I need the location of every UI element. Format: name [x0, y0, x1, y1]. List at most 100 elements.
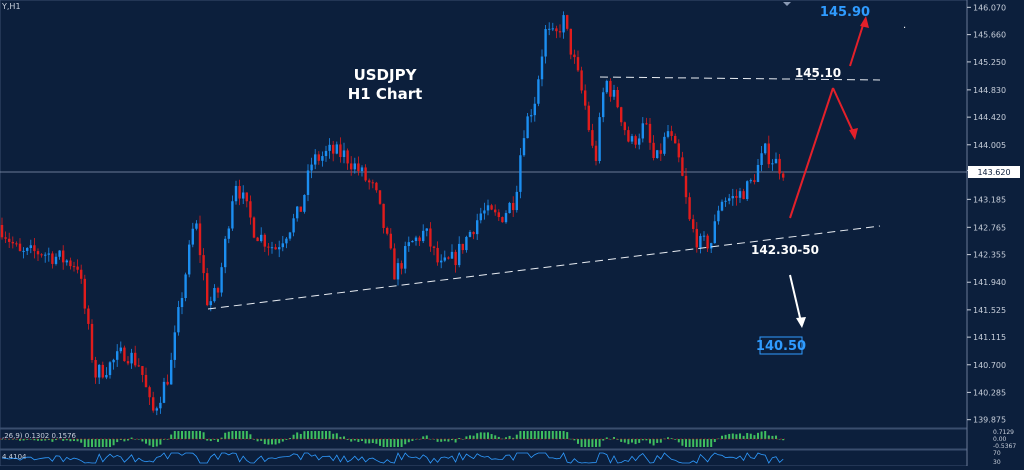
candle-down [137, 365, 140, 367]
macd-bar [451, 439, 453, 441]
y-axis-ticks: 146.070 145.660 145.250 144.830 144.420 144.0… [967, 3, 1006, 425]
candle-down [627, 130, 630, 142]
candle-up [22, 250, 25, 252]
macd-bar [22, 439, 25, 441]
candle-down [36, 251, 40, 255]
macd-bar [638, 439, 641, 443]
candle-down [706, 235, 709, 249]
macd-bar [487, 432, 489, 439]
macd-bar [559, 431, 561, 439]
macd-bar [479, 432, 482, 439]
macd-bar [469, 435, 471, 439]
macd-bar [137, 439, 140, 440]
macd-bar [177, 431, 180, 439]
y-tick-label: 142.765 [973, 223, 1006, 232]
candle-up [105, 375, 108, 378]
candle-up [764, 143, 767, 154]
candle-up [54, 256, 58, 264]
candle-up [425, 228, 428, 231]
y-tick-label: 141.525 [973, 306, 1006, 315]
candle-up [544, 29, 547, 57]
macd-bar [436, 439, 439, 442]
candle-up [112, 359, 115, 363]
candle-up [173, 332, 176, 360]
macd-bar [375, 439, 378, 444]
macd-bar [649, 439, 651, 444]
macd-bar [512, 437, 515, 439]
macd-bar [83, 439, 86, 447]
target-up-label: 145.90 [820, 5, 870, 20]
macd-bar [631, 439, 633, 443]
rsi-tick-label: 70 [993, 450, 1001, 457]
macd-bar [76, 439, 79, 442]
macd-bar [541, 431, 543, 439]
macd-bar [739, 433, 741, 439]
y-tick-label: 146.070 [973, 3, 1006, 12]
macd-bar [706, 439, 709, 447]
macd-bar [620, 439, 623, 442]
candle-down [591, 130, 594, 146]
candle-down [674, 135, 677, 144]
macd-bar [757, 432, 759, 439]
macd-bar [454, 439, 457, 443]
macd-bar [598, 439, 601, 447]
candle-up [65, 260, 68, 263]
macd-tick-label: -0.5367 [993, 443, 1016, 450]
candle-down [33, 245, 36, 252]
candle-up [44, 254, 47, 256]
macd-bar [328, 431, 331, 439]
macd-label: ,26,9) 0.1302 0.1576 [2, 432, 77, 440]
candle-up [771, 163, 774, 165]
macd-bar [127, 439, 129, 441]
resistance-trendline [599, 76, 881, 81]
candle-up [288, 232, 292, 239]
macd-bar [159, 439, 162, 445]
y-tick-label: 145.250 [973, 58, 1006, 67]
macd-bar [613, 437, 615, 439]
macd-bar [692, 439, 695, 447]
macd-bar [645, 439, 648, 441]
candle-down [494, 209, 497, 213]
candle-down [659, 150, 662, 154]
macd-bar [191, 431, 194, 439]
macd-bar [674, 439, 677, 440]
candle-up [738, 191, 742, 198]
macd-bar [235, 431, 237, 439]
macd-bar [544, 431, 547, 439]
macd-bar [458, 438, 461, 439]
candle-down [501, 217, 504, 223]
macd-bar [199, 431, 201, 439]
macd-bar [37, 439, 39, 441]
candle-up [98, 364, 101, 378]
candle-down [101, 364, 104, 378]
resistance-level-label: 145.10 [795, 66, 841, 80]
macd-bar [184, 431, 187, 439]
macd-bar [314, 431, 317, 439]
candle-up [324, 150, 328, 157]
macd-bar [595, 439, 597, 447]
macd-bar [609, 439, 612, 440]
macd-bar [591, 439, 594, 447]
macd-bar [386, 439, 389, 447]
macd-bar [256, 439, 259, 442]
candle-up [195, 223, 198, 229]
macd-bar [566, 432, 569, 439]
y-tick-label: 141.115 [973, 333, 1006, 342]
macd-bar [209, 439, 212, 442]
candle-down [274, 247, 277, 250]
macd-bar [379, 439, 381, 446]
macd-bar [397, 439, 399, 447]
macd-bar [393, 439, 396, 447]
candle-up [227, 228, 230, 239]
macd-bar [65, 439, 68, 441]
candle-up [47, 253, 50, 255]
candle-down [576, 57, 580, 71]
macd-bar [112, 439, 115, 446]
macd-bar [58, 438, 61, 440]
macd-bar [418, 439, 421, 440]
candle-down [497, 212, 500, 218]
candle-up [602, 92, 605, 118]
